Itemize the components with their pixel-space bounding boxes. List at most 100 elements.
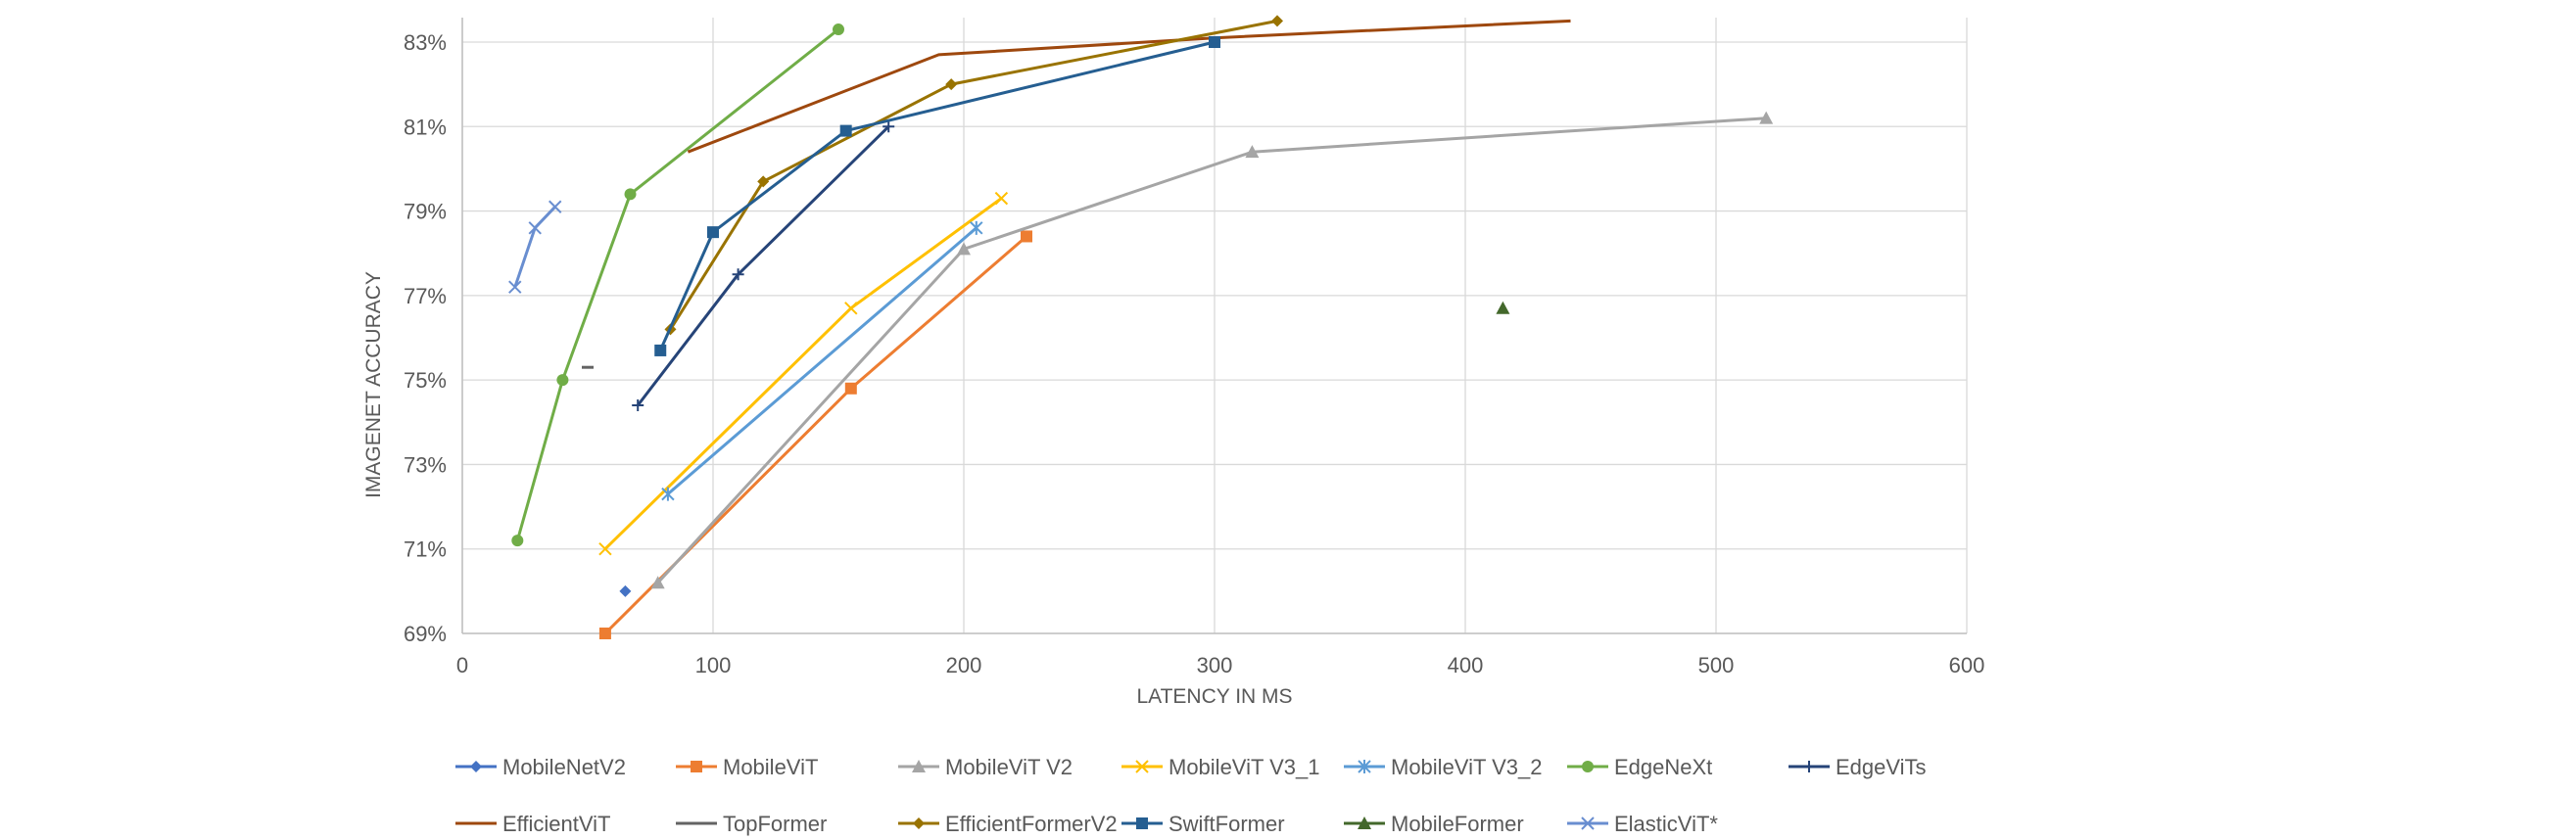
series-line: [637, 125, 890, 406]
legend-label: MobileFormer: [1391, 812, 1524, 836]
data-point: [556, 374, 569, 387]
y-tick-label: 73%: [404, 452, 447, 477]
series-mobilenetv2: [619, 584, 632, 597]
legend-item: MobileViT V3_2: [1344, 755, 1543, 779]
legend-label: EfficientViT: [502, 812, 610, 836]
data-point: [632, 399, 644, 412]
data-point: [470, 761, 482, 772]
data-point: [945, 78, 958, 91]
x-tick-label: 600: [1949, 653, 1985, 677]
series-mobilevit: [598, 230, 1032, 639]
x-tick-label: 500: [1698, 653, 1735, 677]
data-point: [619, 584, 632, 597]
legend-label: MobileViT V2: [945, 755, 1073, 779]
y-tick-label: 69%: [404, 622, 447, 646]
legend: MobileNetV2 MobileViT MobileViT V2 MobileVi…: [455, 755, 1927, 836]
data-point: [833, 23, 844, 36]
legend-label: EfficientFormerV2: [945, 812, 1118, 836]
y-axis-ticks: 69% 71% 73% 75% 77% 79% 81% 83%: [404, 30, 447, 646]
data-point: [839, 124, 852, 137]
legend-item: EdgeNeXt: [1567, 755, 1712, 779]
data-point: [1021, 230, 1032, 243]
series-line: [513, 206, 556, 288]
series-efficientvit: [687, 19, 1571, 154]
y-axis-title: IMAGENET ACCURACY: [362, 271, 385, 498]
legend-item: MobileViT: [676, 755, 818, 779]
data-point: [757, 175, 770, 188]
data-point: [661, 487, 675, 501]
x-tick-label: 100: [695, 653, 732, 677]
series-edgevits: [632, 120, 895, 412]
series-line: [658, 40, 1216, 351]
x-tick-label: 0: [456, 653, 468, 677]
legend-item: EfficientFormerV2: [898, 812, 1118, 836]
series-edgenext: [511, 23, 844, 547]
legend-item: EdgeViTs: [1789, 755, 1927, 779]
data-point: [598, 542, 612, 556]
legend-item: MobileFormer: [1344, 812, 1524, 836]
legend-label: EdgeViTs: [1836, 755, 1927, 779]
x-axis-title: LATENCY IN MS: [1136, 685, 1292, 708]
legend-label: SwiftFormer: [1169, 812, 1285, 836]
data-point: [1245, 145, 1260, 159]
data-point: [508, 280, 522, 294]
data-point: [1358, 760, 1371, 773]
legend-label: MobileViT V3_1: [1169, 755, 1320, 779]
data-point: [707, 226, 719, 239]
data-point: [691, 761, 702, 772]
legend-label: MobileViT V3_2: [1391, 755, 1543, 779]
y-tick-label: 83%: [404, 30, 447, 55]
data-point: [970, 220, 983, 235]
series-group: [508, 15, 1774, 639]
series-line: [669, 19, 1278, 331]
y-tick-label: 81%: [404, 115, 447, 139]
data-point: [1759, 111, 1774, 124]
series-mobileformer: [1496, 301, 1510, 314]
series-line: [687, 19, 1571, 154]
data-point: [1581, 817, 1595, 830]
data-point: [1209, 36, 1220, 48]
data-point: [732, 268, 744, 281]
y-tick-label: 75%: [404, 368, 447, 393]
series-mobilevit-v2: [650, 111, 1774, 589]
series-line: [666, 226, 978, 495]
data-point: [1496, 301, 1510, 314]
legend-label: MobileNetV2: [502, 755, 626, 779]
legend-label: EdgeNeXt: [1614, 755, 1712, 779]
data-point: [1358, 817, 1371, 829]
y-tick-label: 71%: [404, 537, 447, 562]
data-point: [844, 302, 858, 315]
data-point: [994, 191, 1009, 206]
legend-item: ElasticViT*: [1567, 812, 1718, 836]
legend-item: MobileNetV2: [455, 755, 626, 779]
data-point: [650, 576, 665, 589]
x-tick-label: 400: [1448, 653, 1484, 677]
data-point: [883, 120, 895, 133]
data-point: [624, 188, 637, 201]
series-swiftformer: [654, 36, 1220, 356]
legend-label: TopFormer: [723, 812, 827, 836]
data-point: [1582, 761, 1594, 772]
series-line: [515, 27, 839, 541]
series-mobilevit-v3-1: [598, 191, 1009, 556]
data-point: [1136, 817, 1148, 829]
gridlines: [461, 18, 1968, 634]
data-point: [1135, 760, 1149, 773]
data-point: [1271, 15, 1283, 27]
legend-item: EfficientViT: [455, 812, 610, 836]
legend-label: MobileViT: [723, 755, 818, 779]
legend-item: SwiftFormer: [1121, 812, 1285, 836]
series-line: [656, 117, 1767, 584]
y-tick-label: 79%: [404, 200, 447, 224]
data-point: [912, 760, 926, 772]
legend-item: MobileViT V3_1: [1121, 755, 1320, 779]
data-point: [957, 242, 971, 256]
data-point: [654, 344, 667, 356]
series-elasticvit-: [508, 200, 562, 294]
legend-item: TopFormer: [676, 812, 827, 836]
x-tick-label: 300: [1197, 653, 1233, 677]
data-point: [528, 221, 542, 235]
x-axis-ticks: 0 100 200 300 400 500 600: [456, 653, 1984, 677]
legend-item: MobileViT V2: [898, 755, 1073, 779]
